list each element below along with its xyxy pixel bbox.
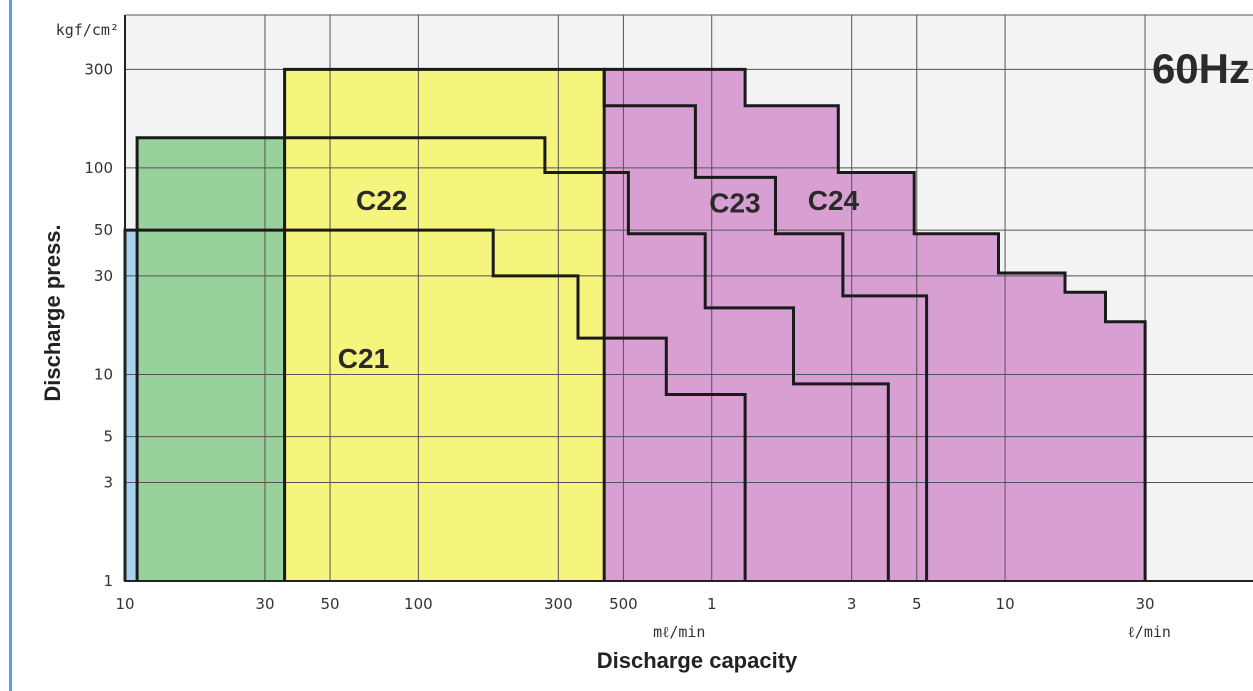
y-unit-label: kgf/cm² — [56, 21, 119, 39]
y-tick-label: 10 — [94, 365, 113, 383]
chart-axes — [124, 14, 1253, 582]
left-accent-line — [9, 0, 12, 691]
x-tick-label: 30 — [1136, 595, 1155, 613]
chart-grid — [124, 15, 1253, 582]
region-label-c23: C23 — [709, 188, 760, 219]
x-tick-label: 50 — [321, 595, 340, 613]
region-label-c24: C24 — [808, 185, 860, 216]
region-label-c21: C21 — [338, 343, 389, 374]
x-unit-label: ℓ/min — [1128, 623, 1171, 641]
x-tick-label: 1 — [707, 595, 717, 613]
chart-labels: 10 30 50 100 300 500 1 3 5 10 30 mℓ/min ℓ/min Dischar… — [40, 21, 1250, 673]
region-c24 — [604, 69, 1146, 582]
y-tick-label: 100 — [84, 159, 113, 177]
region-outlines — [123, 67, 1147, 581]
x-tick-label: 100 — [404, 595, 433, 613]
x-unit-label: mℓ/min — [653, 623, 705, 641]
region-label-c22: C22 — [356, 185, 407, 216]
chart-title: 60Hz — [1152, 45, 1250, 92]
outline-c24 — [602, 67, 1147, 581]
y-axis-title: Discharge press. — [40, 224, 65, 401]
x-tick-label: 10 — [115, 595, 134, 613]
x-tick-label: 3 — [847, 595, 857, 613]
x-axis-title: Discharge capacity — [597, 648, 798, 673]
outline-c23 — [283, 67, 929, 581]
y-tick-label: 5 — [103, 428, 113, 446]
y-tick-label: 50 — [94, 221, 113, 239]
y-tick-label: 30 — [94, 267, 113, 285]
x-tick-label: 300 — [544, 595, 573, 613]
y-tick-label: 1 — [103, 572, 113, 590]
x-tick-label: 10 — [996, 595, 1015, 613]
y-tick-label: 300 — [84, 60, 113, 78]
outline-c21 — [123, 228, 747, 581]
x-tick-label: 500 — [609, 595, 638, 613]
x-tick-label: 30 — [255, 595, 274, 613]
y-tick-label: 3 — [103, 473, 113, 491]
x-tick-label: 5 — [912, 595, 922, 613]
outline-c22 — [135, 136, 890, 581]
